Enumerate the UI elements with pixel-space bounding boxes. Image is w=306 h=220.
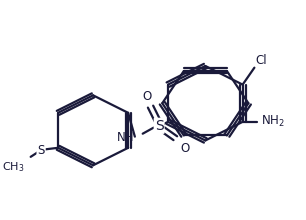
Text: Cl: Cl — [256, 53, 267, 66]
Text: O: O — [142, 90, 151, 103]
Text: NH: NH — [118, 131, 135, 144]
Text: S: S — [37, 144, 45, 157]
Text: S: S — [155, 119, 163, 133]
Text: NH$_2$: NH$_2$ — [261, 114, 285, 129]
Text: O: O — [180, 142, 189, 155]
Text: CH$_3$: CH$_3$ — [2, 160, 25, 174]
